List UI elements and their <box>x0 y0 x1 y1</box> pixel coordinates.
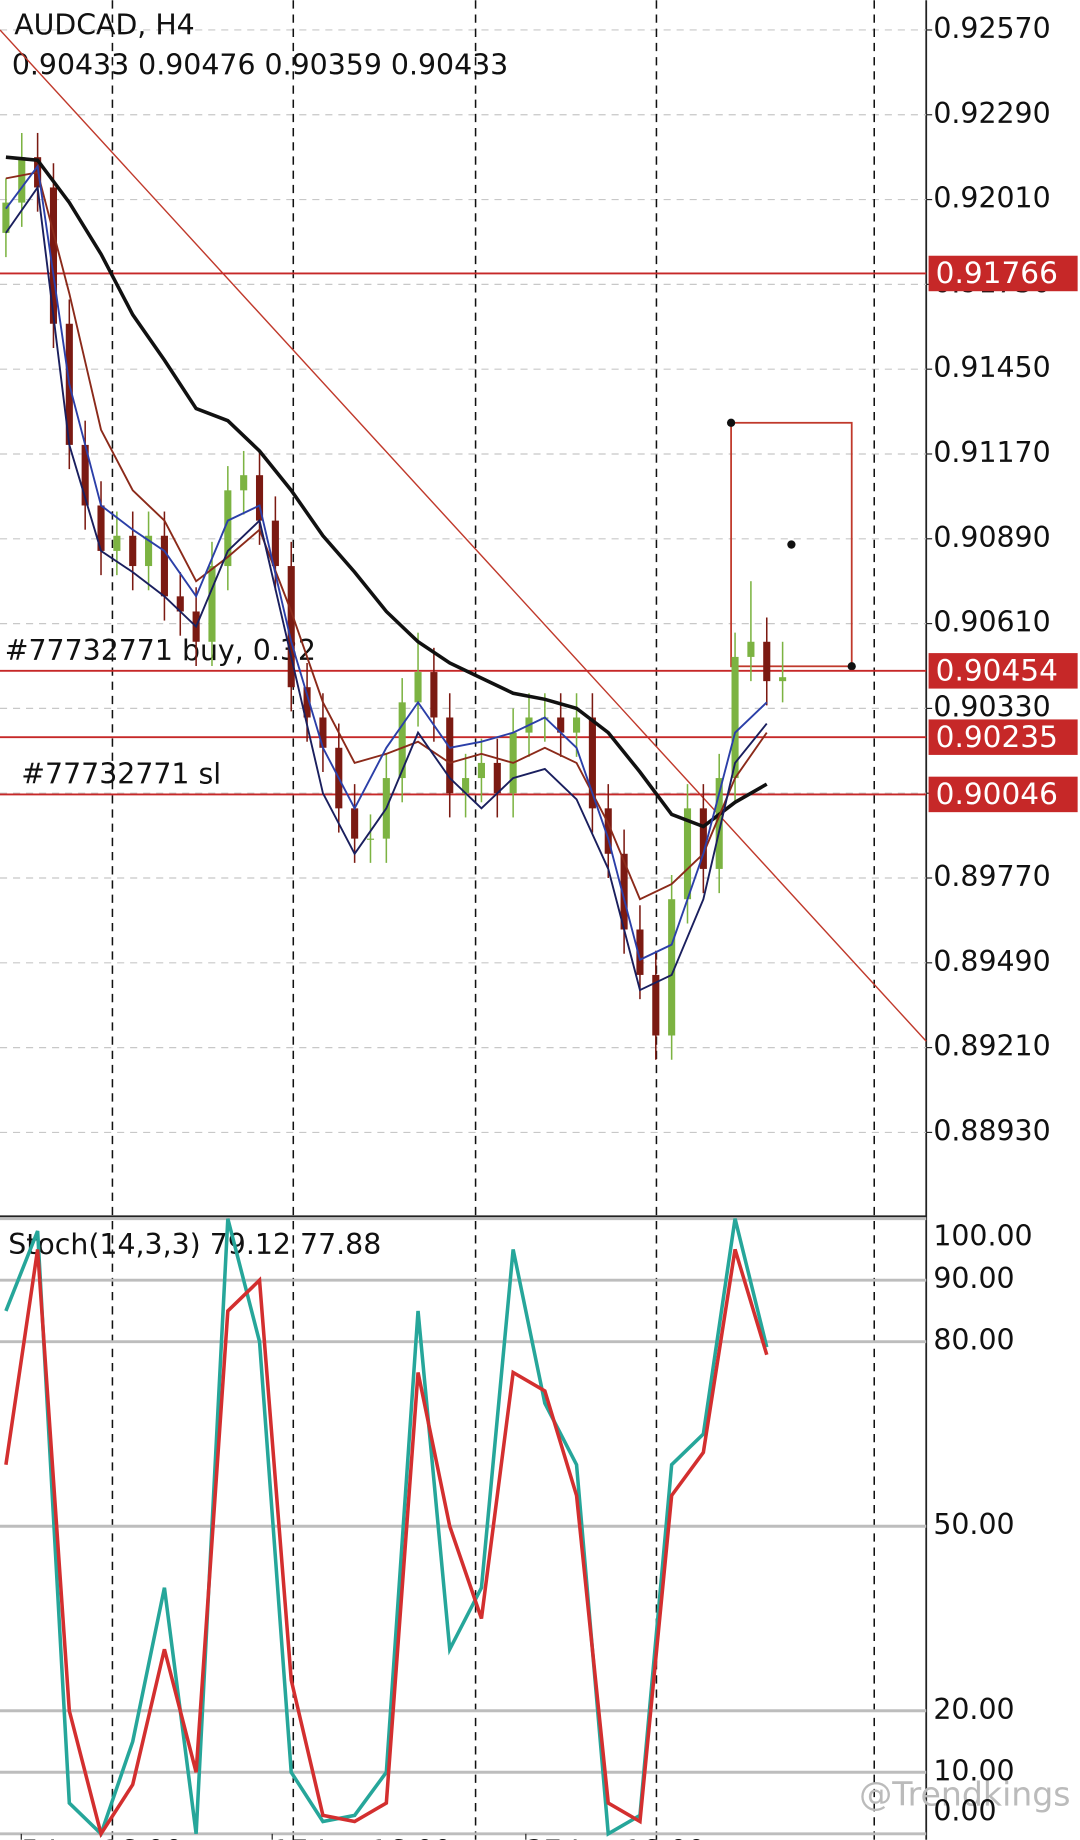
candle-body <box>271 520 279 567</box>
chart-title: AUDCAD, H4 <box>14 8 195 41</box>
candle-body <box>287 566 295 688</box>
candle-body <box>303 687 311 718</box>
y-tick-label: 0.90610 <box>933 606 1050 639</box>
candle-body <box>145 535 153 567</box>
candle-body <box>176 596 184 612</box>
x-tick-label: 17 Jan 16:00 <box>272 1835 452 1840</box>
candle-body <box>2 202 10 233</box>
candle-body <box>208 566 216 642</box>
candle-body <box>779 677 787 682</box>
y-tick-label: 0.92570 <box>933 12 1050 45</box>
y-tick-label: 0.91170 <box>933 436 1050 469</box>
order-label: #77732771 sl <box>21 757 221 790</box>
candle-body <box>731 656 739 779</box>
moving-average <box>5 163 768 962</box>
candle-body <box>224 490 232 567</box>
moving-average <box>5 171 768 901</box>
ohlc-readout: 0.90433 0.90476 0.90359 0.90433 <box>12 49 508 82</box>
candle-body <box>129 535 137 567</box>
y-tick-label: 0.91450 <box>933 351 1050 384</box>
y-tick-label: 0.88930 <box>933 1114 1050 1147</box>
candle-body <box>493 762 501 794</box>
trend-line <box>0 29 927 1042</box>
candle-body <box>683 808 692 900</box>
rectangle-object <box>730 421 853 668</box>
y-tick-label: 0.89770 <box>933 860 1050 893</box>
candle-body <box>113 535 121 551</box>
candle-body <box>462 778 470 794</box>
candle-body <box>351 808 359 839</box>
y-tick-label: 0.92010 <box>933 182 1050 215</box>
anchor-dot <box>726 418 736 427</box>
y-tick-label: 0.00 <box>933 1795 996 1828</box>
anchor-dot <box>847 662 856 671</box>
candle-body <box>572 717 581 733</box>
y-tick-label: 0.90890 <box>933 521 1050 554</box>
candle-body <box>620 853 628 930</box>
candle-body <box>255 475 264 521</box>
y-tick-label: 90.00 <box>933 1262 1014 1295</box>
watermark: @Trendkings <box>859 1774 1070 1813</box>
candle-body <box>446 717 454 794</box>
moving-average <box>5 155 768 829</box>
moving-average <box>5 184 768 992</box>
y-tick-label: 0.89210 <box>933 1030 1050 1063</box>
candle-body <box>477 762 485 779</box>
stoch-line <box>4 1248 769 1839</box>
y-tick-label: 0.89490 <box>933 945 1050 978</box>
price-label-box <box>928 653 1078 689</box>
candle-body <box>160 535 168 597</box>
x-tick-label: 27 Jan 16:00 <box>526 1835 706 1840</box>
candle-body <box>652 974 660 1036</box>
candle-body <box>49 187 58 324</box>
price-label-box <box>928 776 1078 813</box>
stoch-title: Stoch(14,3,3) 79.12 77.88 <box>8 1228 381 1261</box>
price-label: 0.91766 <box>936 256 1058 290</box>
y-tick-label: 100.00 <box>933 1220 1032 1253</box>
candle-body <box>747 641 755 657</box>
candle-body <box>398 702 406 779</box>
y-tick-label: 0.92290 <box>933 97 1050 130</box>
y-tick-label: 20.00 <box>933 1693 1014 1726</box>
price-label: 0.90046 <box>936 777 1058 811</box>
candle-body <box>240 475 248 491</box>
candle-body <box>366 838 375 840</box>
candle-body <box>319 717 327 748</box>
candle-body <box>414 672 422 703</box>
x-tick-label: 5 Jan 16:00 <box>21 1835 183 1840</box>
y-tick-label: 0.90330 <box>933 690 1050 723</box>
candle-body <box>81 444 89 506</box>
candle-body <box>763 641 771 682</box>
candle-body <box>18 157 26 203</box>
price-label-box <box>928 719 1078 755</box>
candle-body <box>97 505 105 551</box>
candle-body <box>715 778 723 869</box>
y-tick-label: 10.00 <box>933 1754 1014 1787</box>
candle-body <box>557 717 565 733</box>
candle-body <box>636 929 644 975</box>
anchor-dot <box>787 540 796 549</box>
y-tick-label: 50.00 <box>933 1508 1014 1541</box>
y-tick-label: 80.00 <box>933 1324 1014 1357</box>
candle-body <box>699 808 707 869</box>
candle-body <box>430 672 438 718</box>
order-label: #77732771 buy, 0.32 <box>5 634 316 667</box>
price-label: 0.90235 <box>936 720 1058 754</box>
price-label-box <box>928 255 1078 292</box>
price-label: 0.90454 <box>936 654 1058 688</box>
candle-body <box>588 717 596 809</box>
candle-body <box>668 899 676 1036</box>
candle-body <box>604 808 612 854</box>
